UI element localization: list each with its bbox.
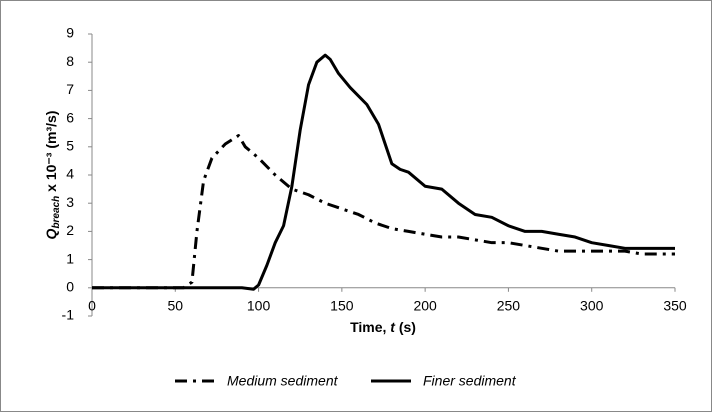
y-label-subscript: breach — [51, 196, 62, 229]
x-axis-label: Time, t (s) — [350, 319, 416, 335]
y-tick-label: 1 — [66, 250, 74, 266]
y-tick-label: 6 — [66, 109, 74, 125]
y-tick-label: 2 — [66, 222, 74, 238]
y-tick-label: 0 — [66, 279, 74, 295]
x-label-part: Time, — [350, 319, 390, 335]
legend-label: Finer sediment — [423, 373, 517, 389]
x-tick-label: 300 — [580, 298, 604, 314]
y-label-rest: x 10⁻³ (m³/s) — [43, 111, 59, 196]
y-tick-label: 9 — [66, 25, 74, 41]
x-tick-label: 100 — [247, 298, 271, 314]
legend-label: Medium sediment — [227, 373, 339, 389]
x-tick-label: 150 — [330, 298, 354, 314]
y-tick-label: -1 — [62, 307, 75, 323]
y-axis-label: Qbreach x 10⁻³ (m³/s) — [43, 111, 62, 240]
x-tick-label: 50 — [167, 298, 183, 314]
x-tick-label: 200 — [413, 298, 437, 314]
y-tick-label: 8 — [66, 53, 74, 69]
y-tick-label: 4 — [66, 166, 74, 182]
y-label-symbol: Q — [43, 228, 59, 239]
x-tick-label: 0 — [88, 298, 96, 314]
y-tick-label: 5 — [66, 138, 74, 154]
data-line — [92, 53, 675, 291]
x-tick-label: 250 — [497, 298, 521, 314]
y-tick-label: 3 — [66, 194, 74, 210]
x-label-part: t — [390, 319, 396, 335]
y-tick-label: 7 — [66, 81, 74, 97]
x-label-part: (s) — [395, 319, 416, 335]
x-tick-label: 350 — [663, 298, 687, 314]
